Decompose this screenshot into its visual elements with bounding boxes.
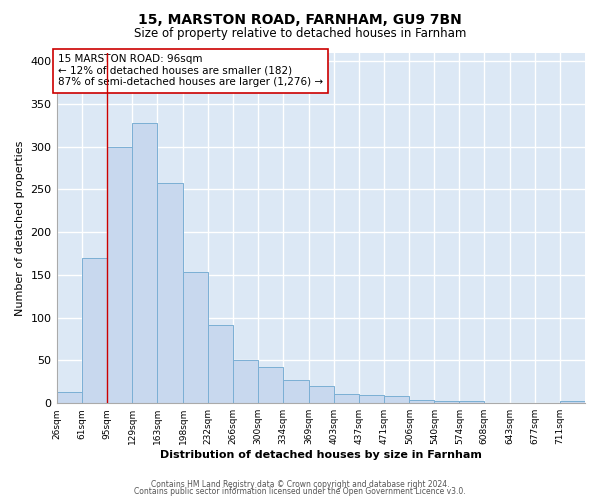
Bar [560,402,585,403]
Text: Size of property relative to detached houses in Farnham: Size of property relative to detached ho… [134,28,466,40]
Text: Contains HM Land Registry data © Crown copyright and database right 2024.: Contains HM Land Registry data © Crown c… [151,480,449,489]
Bar [460,402,484,403]
Bar [208,326,233,403]
Bar [409,400,434,403]
Bar [283,380,308,403]
Bar [132,122,157,403]
Bar [334,394,359,403]
Bar [434,400,460,403]
X-axis label: Distribution of detached houses by size in Farnham: Distribution of detached houses by size … [160,450,482,460]
Bar [359,394,383,403]
Bar [233,360,258,403]
Y-axis label: Number of detached properties: Number of detached properties [15,140,25,316]
Bar [56,392,82,403]
Bar [107,146,132,403]
Bar [308,386,334,403]
Text: 15, MARSTON ROAD, FARNHAM, GU9 7BN: 15, MARSTON ROAD, FARNHAM, GU9 7BN [138,12,462,26]
Bar [157,182,183,403]
Bar [183,272,208,403]
Bar [383,396,409,403]
Bar [258,368,283,403]
Text: 15 MARSTON ROAD: 96sqm
← 12% of detached houses are smaller (182)
87% of semi-de: 15 MARSTON ROAD: 96sqm ← 12% of detached… [58,54,323,88]
Text: Contains public sector information licensed under the Open Government Licence v3: Contains public sector information licen… [134,487,466,496]
Bar [82,258,107,403]
